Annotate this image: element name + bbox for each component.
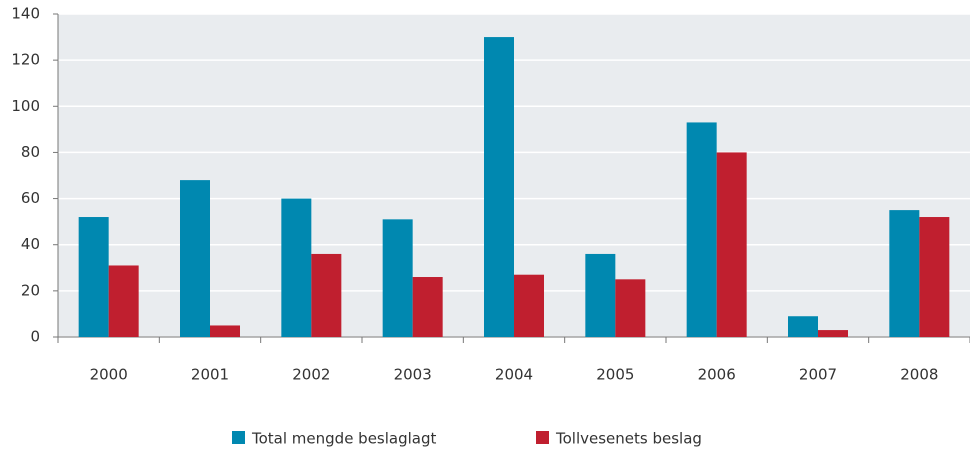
legend-swatch [232,431,245,444]
bar [382,219,413,337]
bar [108,265,139,337]
x-tick-label: 2002 [292,366,330,384]
y-tick-label: 40 [21,235,40,253]
bar [788,316,818,337]
bar [889,210,920,337]
bar [514,274,544,337]
x-tick-label: 2001 [191,366,229,384]
bar [311,253,342,337]
y-tick-label: 100 [11,97,40,115]
x-tick-label: 2003 [394,366,432,384]
bar [919,217,950,337]
bar [180,180,210,337]
y-tick-label: 140 [11,5,40,23]
legend-swatch [536,431,549,444]
bar [716,152,747,337]
bar [615,279,646,337]
bar [281,198,312,337]
x-tick-label: 2004 [495,366,533,384]
legend-label: Total mengde beslaglagt [251,430,437,448]
bar [585,253,616,337]
x-tick-label: 2000 [90,366,128,384]
bar [818,330,848,337]
bar [78,217,109,337]
x-tick-label: 2007 [799,366,837,384]
y-tick-label: 80 [21,143,40,161]
bar [412,277,443,337]
x-tick-label: 2005 [596,366,634,384]
x-tick-label: 2006 [698,366,736,384]
y-tick-label: 0 [30,328,40,346]
bar [686,122,717,337]
y-tick-label: 60 [21,189,40,207]
legend-label: Tollvesenets beslag [555,430,702,448]
y-tick-label: 20 [21,281,40,299]
y-tick-label: 120 [11,51,40,69]
bar [484,37,514,337]
x-tick-label: 2008 [900,366,938,384]
bar [210,325,240,337]
